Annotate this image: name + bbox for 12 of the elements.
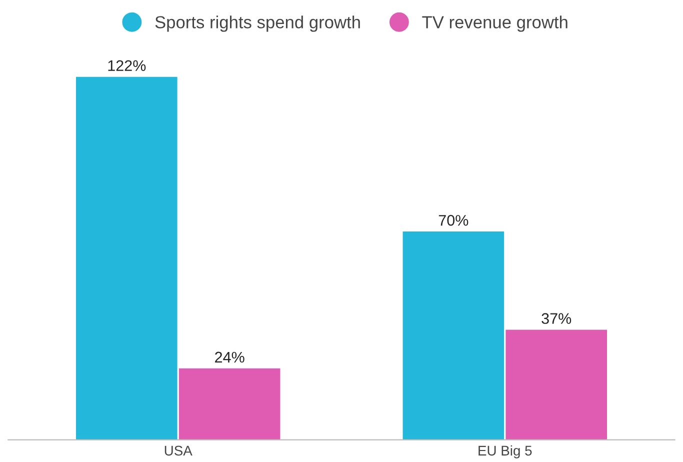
data-label: 70%: [438, 214, 468, 226]
bar: [506, 330, 607, 440]
data-label: 24%: [215, 352, 244, 363]
x-tick-label: USA: [164, 446, 192, 456]
data-label: 37%: [542, 313, 572, 324]
x-tick-label: EU Big 5: [478, 445, 532, 458]
bar: [402, 232, 504, 440]
bar: [76, 76, 178, 440]
data-label: 122%: [108, 60, 146, 71]
legend-label: TV revenue growth: [422, 16, 568, 32]
bar: [178, 368, 280, 440]
legend-label: Sports rights spend growth: [155, 16, 360, 32]
